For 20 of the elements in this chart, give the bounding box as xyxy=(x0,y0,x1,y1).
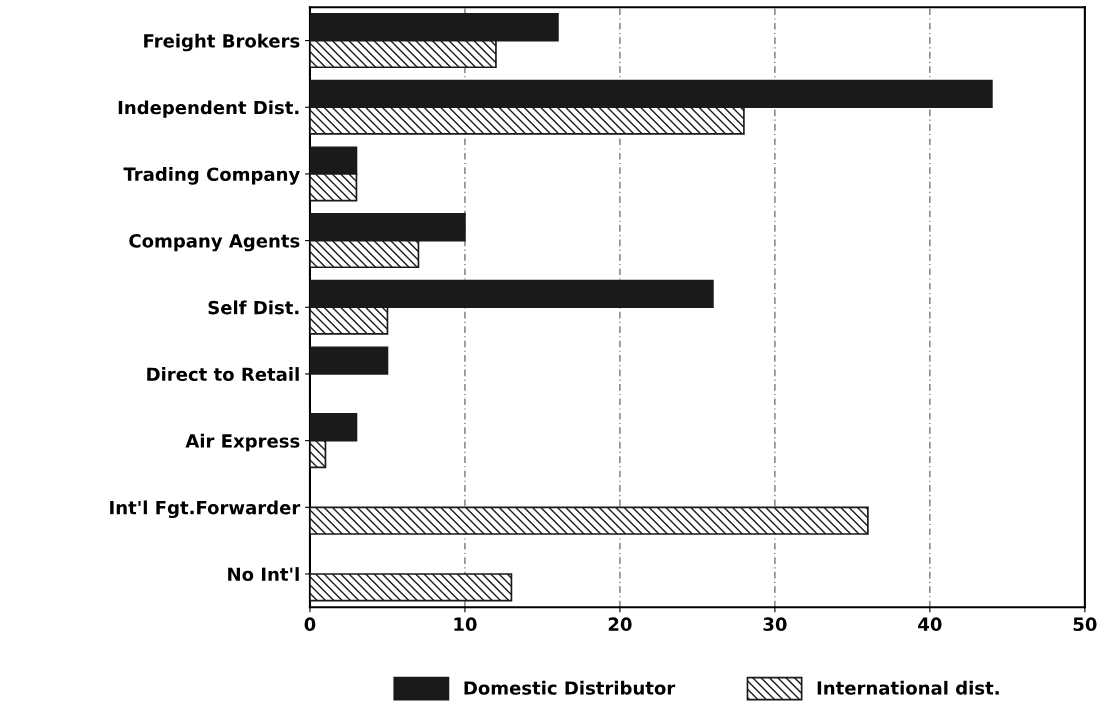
bar xyxy=(309,506,869,535)
x-tick-label: 50 xyxy=(1073,617,1097,632)
y-tick-label: Company Agents xyxy=(129,233,300,252)
x-tick-label: 20 xyxy=(608,617,632,632)
x-tick-label: 0 xyxy=(304,617,316,632)
x-tick-label: 40 xyxy=(918,617,942,632)
y-tick-label: Trading Company xyxy=(123,167,300,185)
x-tick-label: 30 xyxy=(763,617,787,632)
y-tick-label: Air Express xyxy=(185,433,300,452)
y-tick-label: Freight Brokers xyxy=(144,33,300,52)
y-tick-label: Direct to Retail xyxy=(147,367,299,382)
bar xyxy=(309,573,513,602)
bar xyxy=(309,346,389,375)
legend-label: International dist. xyxy=(817,680,999,695)
legend-label: Domestic Distributor xyxy=(464,680,676,695)
y-tick-label: Int'l Fgt.Forwarder xyxy=(110,500,301,519)
y-tick-label: Self Dist. xyxy=(208,300,299,315)
y-tick-label: No Int'l xyxy=(228,567,299,582)
y-tick-label: Independent Dist. xyxy=(118,100,299,118)
x-tick-label: 10 xyxy=(454,617,477,632)
